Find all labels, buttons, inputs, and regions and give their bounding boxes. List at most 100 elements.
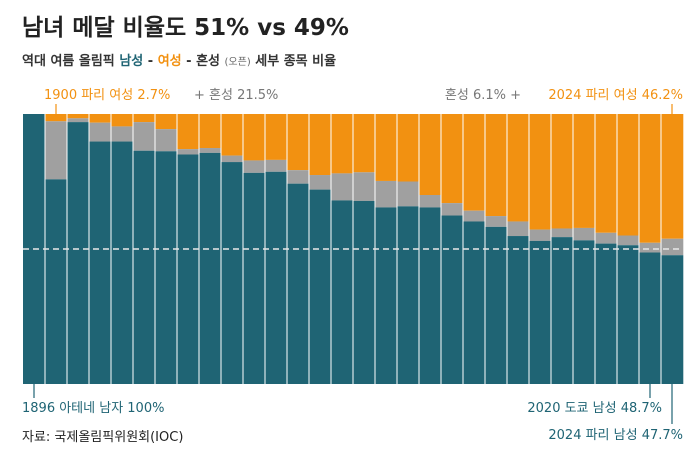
bar-female-2012 bbox=[595, 114, 618, 233]
bar-female-1908 bbox=[89, 114, 112, 123]
bar-female-1964 bbox=[331, 114, 354, 174]
subtitle-suffix: 세부 종목 비율 bbox=[250, 54, 337, 69]
bar-female-1904 bbox=[67, 114, 90, 119]
bar-male-1904 bbox=[67, 122, 90, 384]
bar-male-1988 bbox=[463, 221, 486, 384]
bar-mixed-1900 bbox=[45, 121, 68, 180]
bar-female-2000 bbox=[529, 114, 552, 230]
bar-male-1956 bbox=[287, 183, 310, 384]
subtitle: 역대 여름 올림픽 남성 - 여성 - 혼성 (오픈) 세부 종목 비율 bbox=[22, 50, 336, 69]
bar-male-1960 bbox=[309, 189, 332, 384]
annotation-1900-female: 1900 파리 여성 2.7% bbox=[44, 88, 170, 103]
bar-mixed-1912 bbox=[111, 126, 134, 142]
bar-mixed-2020 bbox=[639, 242, 662, 253]
bar-male-1900 bbox=[45, 179, 68, 384]
bar-mixed-1936 bbox=[221, 155, 244, 163]
bar-male-1996 bbox=[507, 236, 530, 384]
bar-male-1976 bbox=[397, 206, 420, 384]
bar-female-1980 bbox=[419, 114, 442, 195]
bar-female-1948 bbox=[243, 114, 266, 161]
bar-female-2020 bbox=[639, 114, 662, 243]
bar-mixed-1976 bbox=[397, 181, 420, 207]
annotation-2024-male: 2024 파리 남성 47.7% bbox=[548, 428, 683, 443]
bar-mixed-2000 bbox=[529, 229, 552, 241]
bar-male-1992 bbox=[485, 226, 508, 384]
bar-female-1984 bbox=[441, 114, 464, 204]
bar-male-2016 bbox=[617, 245, 640, 384]
bar-female-2004 bbox=[551, 114, 574, 229]
bar-male-1912 bbox=[111, 141, 134, 384]
bar-mixed-2016 bbox=[617, 235, 640, 246]
bar-female-1952 bbox=[265, 114, 288, 160]
bar-male-1968 bbox=[353, 200, 376, 384]
bar-female-1968 bbox=[353, 114, 376, 173]
subtitle-female-label: 여성 bbox=[157, 54, 182, 69]
bar-female-1996 bbox=[507, 114, 530, 222]
bar-male-2004 bbox=[551, 237, 574, 384]
bar-mixed-1972 bbox=[375, 180, 398, 208]
bar-mixed-1984 bbox=[441, 203, 464, 216]
bar-male-2012 bbox=[595, 243, 618, 384]
bar-mixed-1996 bbox=[507, 221, 530, 237]
subtitle-separator-1: - bbox=[143, 54, 158, 69]
bar-mixed-1932 bbox=[199, 148, 222, 153]
bar-male-1932 bbox=[199, 152, 222, 384]
bar-female-1928 bbox=[177, 114, 200, 150]
bar-mixed-1952 bbox=[265, 159, 288, 172]
bar-female-2024 bbox=[661, 114, 684, 239]
bar-male-1980 bbox=[419, 207, 442, 384]
bar-mixed-1924 bbox=[155, 129, 178, 152]
source-note: 자료: 국제올림픽위원회(IOC) bbox=[22, 430, 184, 445]
bar-mixed-1968 bbox=[353, 172, 376, 201]
annotation-1896-male: 1896 아테네 남자 100% bbox=[22, 401, 164, 416]
bar-mixed-1928 bbox=[177, 149, 200, 155]
subtitle-prefix: 역대 여름 올림픽 bbox=[22, 54, 120, 69]
annotation-1900-mixed: + 혼성 21.5% bbox=[194, 88, 278, 103]
subtitle-male-label: 남성 bbox=[119, 54, 144, 69]
bar-male-1952 bbox=[265, 171, 288, 384]
bar-female-1920 bbox=[133, 114, 156, 123]
bar-mixed-2012 bbox=[595, 232, 618, 244]
bar-female-1932 bbox=[199, 114, 222, 149]
bar-female-1956 bbox=[287, 114, 310, 171]
bar-female-1972 bbox=[375, 114, 398, 181]
bar-male-1964 bbox=[331, 200, 354, 384]
annotation-2024-mixed: 혼성 6.1% + bbox=[445, 88, 521, 103]
annotation-2024-female: 2024 파리 여성 46.2% bbox=[548, 88, 683, 103]
bar-male-1928 bbox=[177, 154, 200, 384]
bar-male-2024 bbox=[661, 255, 684, 384]
bar-female-1960 bbox=[309, 114, 332, 176]
bar-male-1984 bbox=[441, 215, 464, 384]
bar-mixed-1992 bbox=[485, 216, 508, 227]
bar-male-1972 bbox=[375, 207, 398, 384]
subtitle-mixed-label: 혼성 bbox=[196, 54, 220, 69]
bar-female-2008 bbox=[573, 114, 596, 228]
subtitle-separator-2: - bbox=[181, 54, 197, 69]
annotation-2020-male: 2020 도쿄 남성 48.7% bbox=[527, 401, 662, 416]
bar-male-2020 bbox=[639, 252, 662, 384]
bar-female-1936 bbox=[221, 114, 244, 156]
annotations-layer: 1900 파리 여성 2.7% + 혼성 21.5% 혼성 6.1% + 2024 파… bbox=[22, 88, 683, 443]
bar-male-1936 bbox=[221, 162, 244, 384]
bar-male-1908 bbox=[89, 141, 112, 384]
bar-mixed-1960 bbox=[309, 175, 332, 190]
bar-mixed-2004 bbox=[551, 228, 574, 238]
bar-mixed-1988 bbox=[463, 210, 486, 222]
bar-female-1992 bbox=[485, 114, 508, 217]
bar-female-1912 bbox=[111, 114, 134, 127]
bar-female-1976 bbox=[397, 114, 420, 182]
bar-mixed-1964 bbox=[331, 173, 354, 201]
bar-mixed-1980 bbox=[419, 195, 442, 208]
bar-male-2000 bbox=[529, 240, 552, 384]
bar-mixed-1904 bbox=[67, 118, 90, 123]
bar-male-1920 bbox=[133, 150, 156, 384]
bar-female-1900 bbox=[45, 114, 68, 122]
bar-female-1988 bbox=[463, 114, 486, 211]
subtitle-open-note: (오픈) bbox=[224, 57, 251, 68]
bars-layer bbox=[23, 114, 684, 384]
bar-mixed-1948 bbox=[243, 160, 266, 173]
bar-female-1924 bbox=[155, 114, 178, 130]
bar-male-2008 bbox=[573, 240, 596, 384]
bar-female-2016 bbox=[617, 114, 640, 236]
